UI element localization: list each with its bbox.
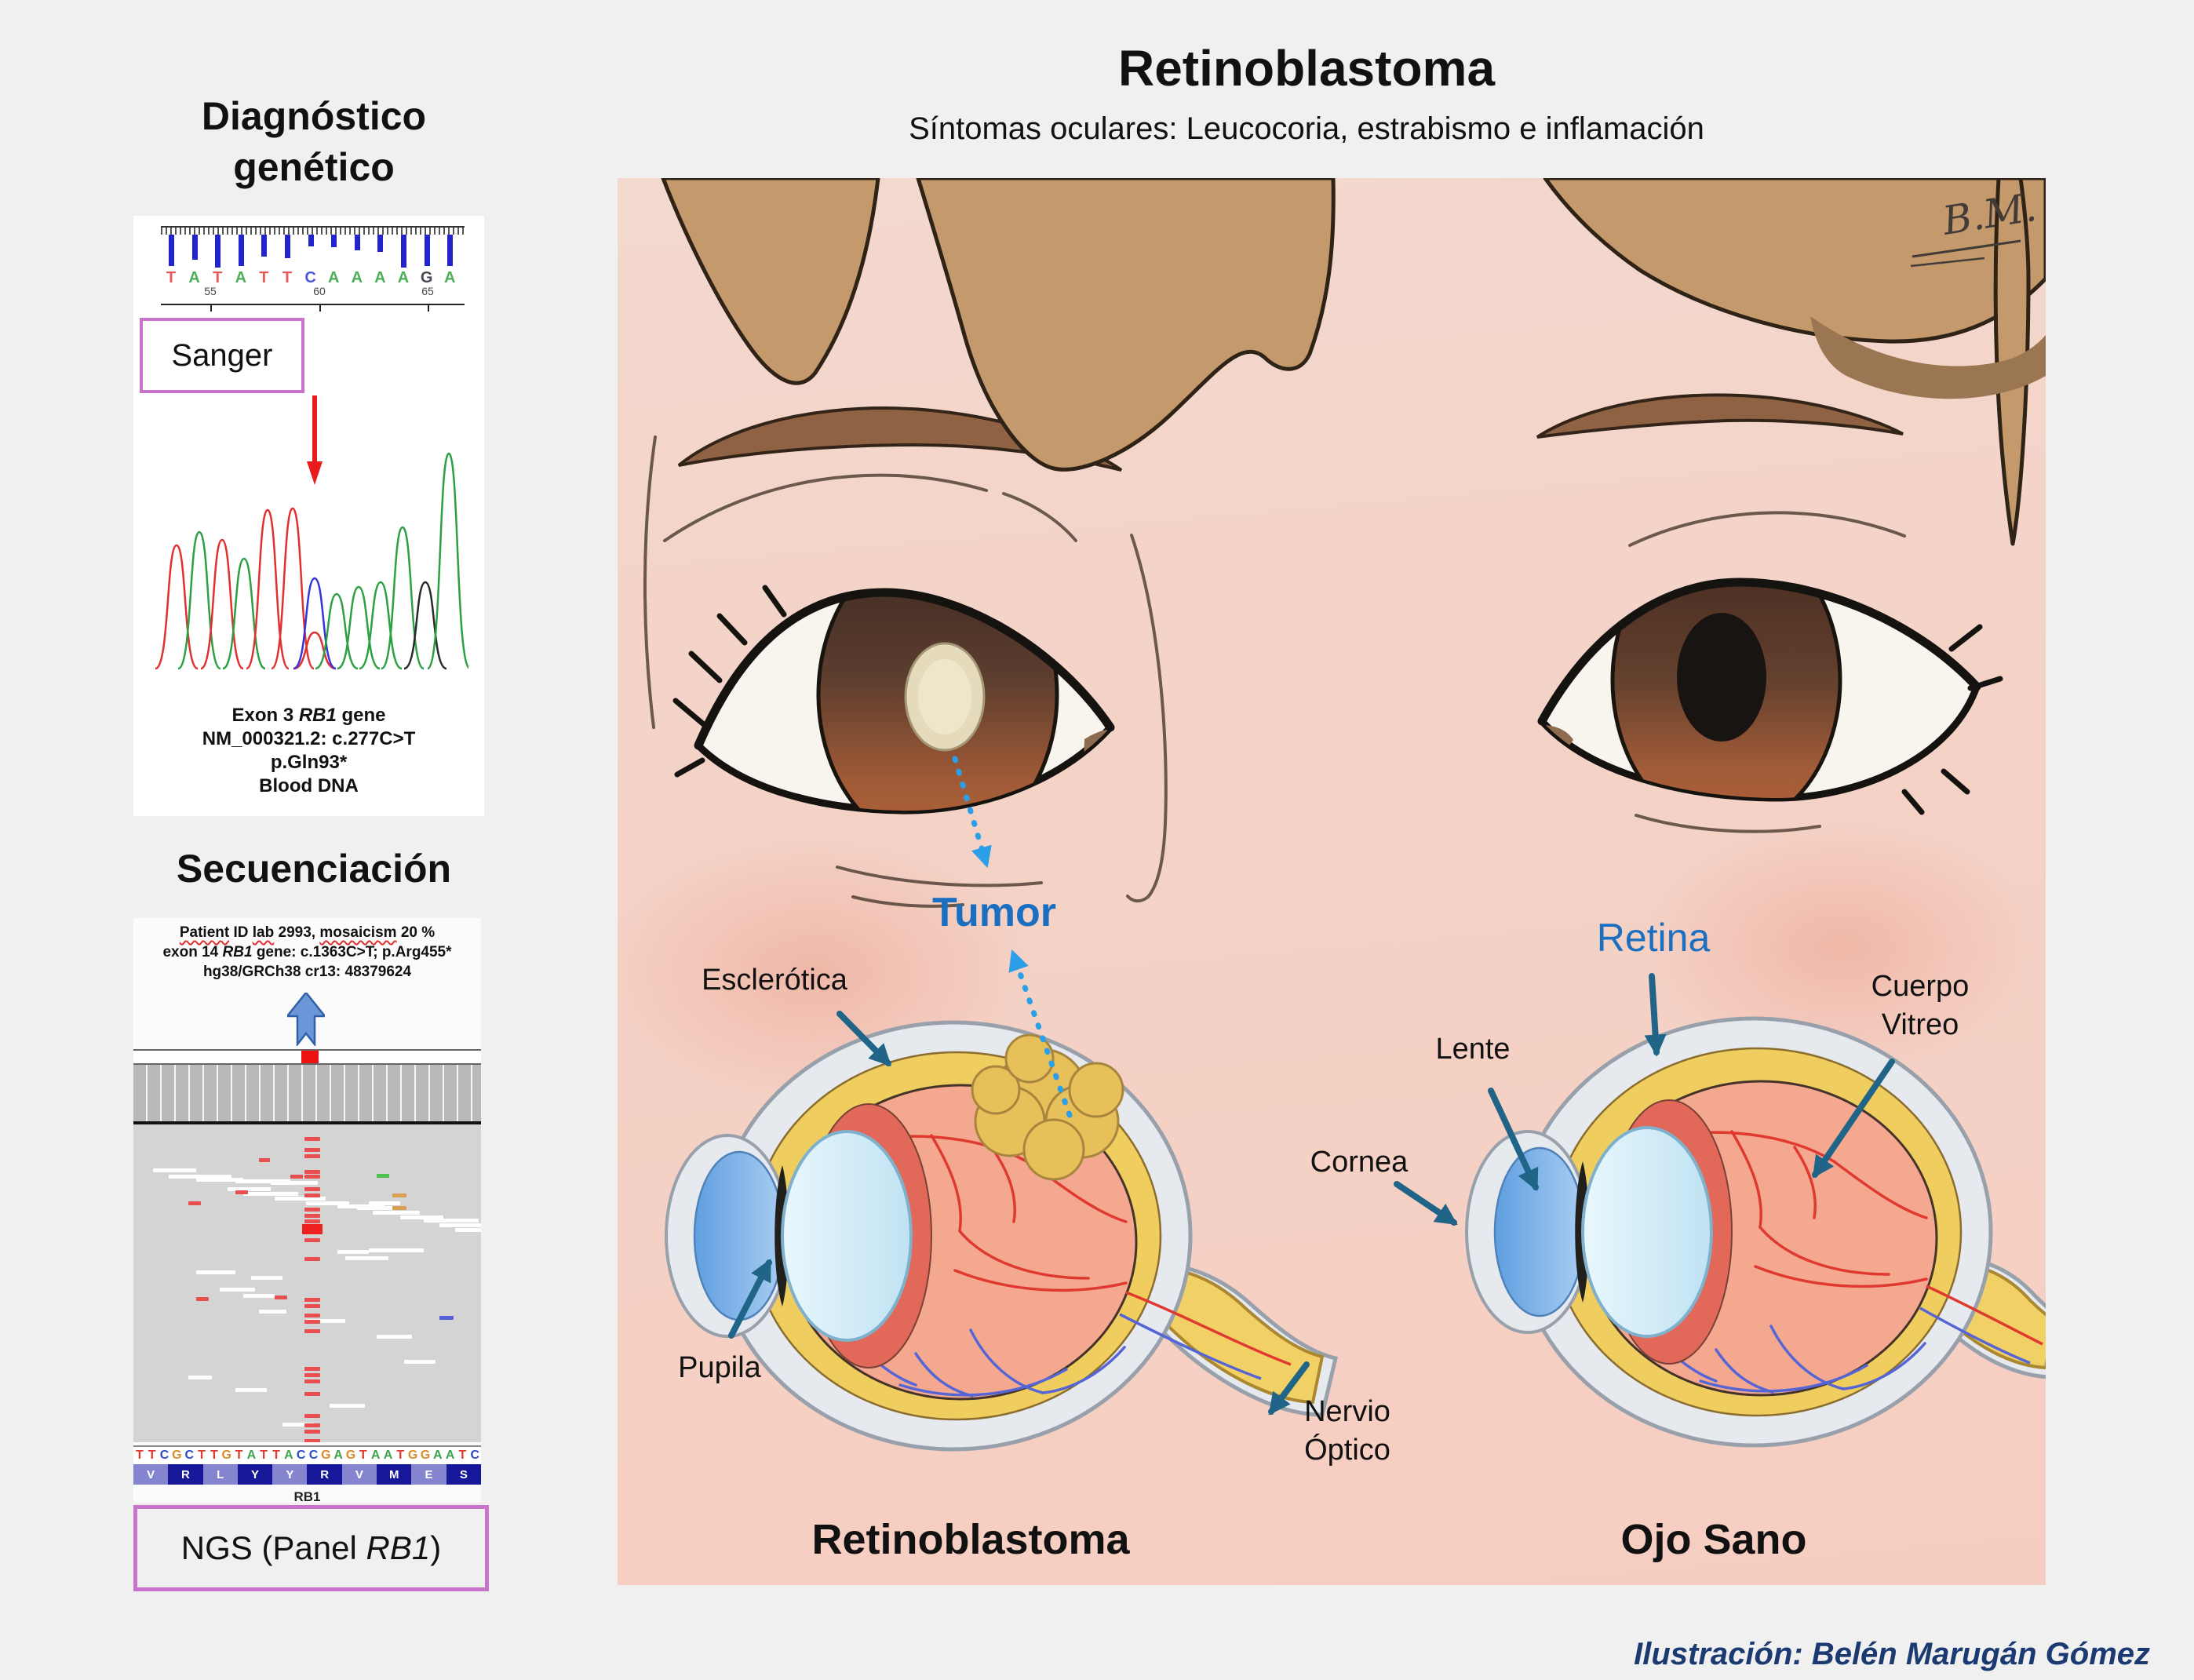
genetic-diagnosis-heading: Diagnóstico genético	[201, 94, 427, 189]
quality-bar	[331, 235, 337, 247]
lente-arrow-icon	[1488, 1088, 1539, 1192]
gene-track-label: RB1	[293, 1489, 321, 1504]
ngs-igv-panel: Patient ID lab 2993, mosaicism 20 % exon…	[133, 918, 481, 1504]
base-call-letter: T	[259, 269, 269, 286]
base-call-letter: T	[282, 269, 293, 286]
quality-bar	[191, 235, 198, 260]
variant-track	[133, 1049, 481, 1065]
quality-bar	[308, 235, 314, 246]
base-call-letter: A	[235, 269, 247, 286]
base-call-letter: T	[213, 269, 223, 286]
base-call-letter: G	[420, 269, 433, 286]
cuerpo-vitreo-arrow-icon	[1812, 1059, 1895, 1179]
hair	[661, 178, 2046, 546]
ngs-method-box: NGS (Panel RB1)	[133, 1505, 489, 1591]
base-call-letter: A	[443, 269, 456, 286]
page-subtitle: Síntomas oculares: Leucocoria, estrabism…	[909, 111, 1704, 146]
base-call-letter: A	[397, 269, 410, 286]
left-eye	[672, 585, 1115, 814]
base-call-letter: A	[374, 269, 386, 286]
base-call-letter: C	[304, 269, 316, 286]
chromatogram-quality-comb	[161, 226, 465, 235]
nervio-optico-label: Nervio Óptico	[1304, 1395, 1390, 1467]
ngs-label: NGS (Panel RB1)	[180, 1529, 442, 1566]
caption-retinoblastoma: Retinoblastoma	[811, 1516, 1130, 1563]
nervio-optico-arrow-icon	[1268, 1361, 1310, 1416]
axis-position-label: 60	[313, 285, 326, 297]
eye-diagram-retinoblastoma	[666, 1022, 1339, 1449]
face-creases	[643, 435, 1906, 908]
illustration-scene: B.M.	[618, 178, 2046, 1585]
base-call-letter: A	[351, 269, 363, 286]
base-call-letter: A	[188, 269, 200, 286]
cornea-label: Cornea	[1310, 1146, 1409, 1179]
left-eyebrow	[677, 406, 1123, 472]
variant-marker	[301, 1051, 319, 1063]
page-title: Retinoblastoma	[1117, 40, 1496, 97]
tumor-label: Tumor	[932, 890, 1056, 935]
coverage-track	[133, 1065, 481, 1124]
cornea-arrow-icon	[1394, 1181, 1458, 1226]
tumor-to-label-arrow-icon	[1008, 949, 1073, 1118]
sanger-result-text: Exon 3 RB1 gene NM_000321.2: c.277C>T p.…	[202, 705, 416, 796]
quality-bar	[215, 235, 221, 268]
variant-pointer-arrow-icon	[287, 993, 325, 1046]
right-eye	[1537, 578, 2003, 815]
esclerotica-arrow-icon	[836, 1011, 891, 1066]
eye-diagram-healthy	[1467, 1019, 2046, 1445]
right-eyebrow	[1536, 393, 1904, 439]
pupila-arrow-icon	[728, 1259, 772, 1339]
quality-bar	[401, 235, 406, 268]
esclerotica-label: Esclerótica	[702, 964, 847, 997]
sanger-trace	[155, 395, 468, 670]
base-call-letter: T	[166, 269, 177, 286]
base-call-letter: A	[327, 269, 340, 286]
right-pupil	[1677, 613, 1766, 742]
sanger-method-box: Sanger	[140, 318, 304, 393]
quality-bar	[238, 235, 244, 266]
right-eyelashes	[1901, 624, 2003, 815]
sequencing-heading: Secuenciación	[176, 847, 452, 891]
caption-ojo-sano: Ojo Sano	[1620, 1516, 1807, 1563]
tumor-mass	[971, 1033, 1124, 1181]
quality-bar	[424, 235, 430, 266]
axis-position-label: 65	[421, 285, 434, 297]
axis-position-label: 55	[204, 285, 217, 297]
attribution-text: Ilustración: Belén Marugán Gómez	[1634, 1637, 2150, 1671]
illustration-panel: B.M.	[618, 178, 2046, 1585]
retina-arrow-icon	[1644, 973, 1667, 1057]
mutation-arrow-icon	[307, 395, 323, 485]
cheek-blush-right	[1646, 822, 2038, 1073]
sanger-label: Sanger	[171, 337, 273, 373]
ngs-result-text: Patient ID lab 2993, mosaicism 20 % exon…	[162, 924, 452, 981]
leucocoria-pupil-core	[918, 659, 971, 734]
leucocoria-to-tumor-arrow-icon	[952, 756, 992, 869]
retina-label: Retina	[1596, 916, 1711, 960]
quality-bar	[354, 235, 360, 250]
hair-shadow	[1810, 316, 2046, 399]
chromatogram-axis: 55 60 65	[161, 285, 465, 315]
quality-bar	[285, 235, 290, 258]
quality-bar	[377, 235, 384, 252]
pupila-label: Pupila	[678, 1351, 761, 1384]
cuerpo-vitreo-label: Cuerpo Vitreo	[1871, 970, 1970, 1042]
left-eyelashes	[672, 585, 787, 778]
read-alignment-track	[133, 1124, 481, 1442]
quality-bar	[169, 235, 174, 266]
quality-bar	[447, 235, 454, 266]
quality-bar	[261, 235, 268, 257]
lente-label: Lente	[1435, 1033, 1511, 1066]
